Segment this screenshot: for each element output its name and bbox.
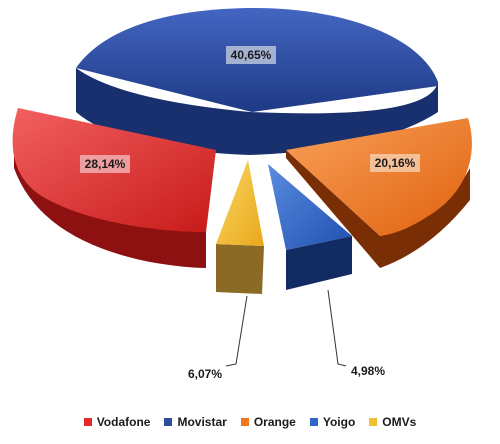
data-label-vodafone-text: 28,14% xyxy=(85,157,126,171)
legend-item-yoigo: Yoigo xyxy=(309,415,356,429)
legend-item-movistar: Movistar xyxy=(164,415,227,429)
slice-orange-top xyxy=(286,118,472,236)
slice-yoigo-side xyxy=(286,236,352,290)
legend-label-omvs: OMVs xyxy=(382,415,417,429)
data-label-movistar: 40,65% xyxy=(226,46,276,64)
slice-orange xyxy=(286,118,472,268)
data-label-yoigo: 4,98% xyxy=(351,364,385,378)
data-label-orange: 20,16% xyxy=(370,154,420,172)
slice-yoigo xyxy=(268,164,352,290)
chart-legend: Vodafone Movistar Orange Yoigo OMVs xyxy=(0,415,500,429)
data-label-vodafone: 28,14% xyxy=(80,155,130,173)
slice-omvs xyxy=(216,160,264,294)
legend-label-vodafone: Vodafone xyxy=(96,415,151,429)
slice-yoigo-top xyxy=(268,164,352,250)
data-label-movistar-text: 40,65% xyxy=(231,48,272,62)
slice-vodafone-side xyxy=(14,130,206,268)
leader-line-yoigo xyxy=(327,289,347,367)
legend-label-yoigo: Yoigo xyxy=(322,415,356,429)
data-label-omvs: 6,07% xyxy=(188,367,222,381)
legend-swatch-vodafone xyxy=(83,418,92,426)
legend-item-orange: Orange xyxy=(240,415,296,429)
legend-label-movistar: Movistar xyxy=(177,415,227,429)
legend-swatch-yoigo xyxy=(309,418,318,426)
legend-label-orange: Orange xyxy=(253,415,296,429)
legend-swatch-movistar xyxy=(164,418,173,426)
leader-line-omvs xyxy=(225,295,248,367)
slice-movistar-side xyxy=(76,68,438,155)
data-label-orange-text: 20,16% xyxy=(375,156,416,170)
slice-orange-side xyxy=(286,150,470,268)
legend-swatch-omvs xyxy=(369,418,378,426)
slice-omvs-top xyxy=(216,160,264,246)
legend-item-vodafone: Vodafone xyxy=(83,415,151,429)
legend-swatch-orange xyxy=(240,418,249,426)
legend-item-omvs: OMVs xyxy=(369,415,416,429)
slice-omvs-side xyxy=(216,244,264,294)
